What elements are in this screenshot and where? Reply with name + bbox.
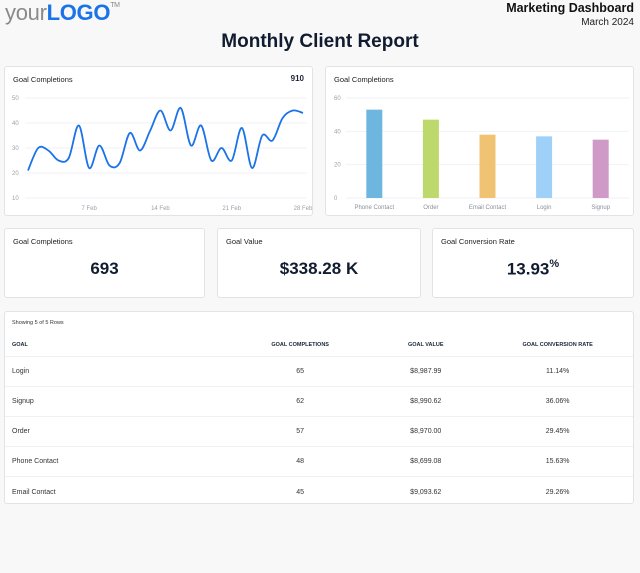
kpi-label: Goal Conversion Rate <box>441 237 515 246</box>
report-period: March 2024 <box>581 17 634 28</box>
value-cell: $8,970.00 <box>369 415 483 447</box>
goal-cell: Email Contact <box>5 476 232 507</box>
rate-cell: 15.63% <box>482 446 633 477</box>
goal-cell: Signup <box>5 385 232 417</box>
bar <box>592 139 609 198</box>
value-cell: $8,987.99 <box>369 355 483 387</box>
x-tick-label: Phone Contact <box>354 205 394 211</box>
page-title: Monthly Client Report <box>221 31 419 52</box>
line-chart-card: Goal Completions 910 10 20 30 40 50 7 Feb 14 F… <box>4 66 313 216</box>
total-completions: 910 <box>290 74 304 83</box>
y-tick-label: 30 <box>12 146 19 152</box>
completions-cell: 48 <box>231 446 370 477</box>
table-row: Signup 62 $8,990.62 36.06% <box>5 385 633 417</box>
col-rate[interactable]: GOAL CONVERSION RATE <box>522 341 593 348</box>
completions-cell: 45 <box>231 476 370 507</box>
col-goal[interactable]: GOAL <box>12 341 28 348</box>
y-tick-label: 50 <box>12 96 19 102</box>
bar <box>479 134 496 198</box>
col-value[interactable]: GOAL VALUE <box>407 341 444 348</box>
series-line <box>27 107 304 171</box>
kpi-value: 13.93% <box>506 258 560 279</box>
goals-table: GOAL GOAL COMPLETIONS GOAL VALUE GOAL CO… <box>5 334 633 507</box>
bar <box>536 136 553 198</box>
card-title: Goal Completions <box>13 75 73 84</box>
kpi-label: Goal Value <box>226 237 263 246</box>
bar-chart: 0 20 40 60 Phone Contact Order Email Contact Lo… <box>334 96 629 211</box>
x-tick-label: 28 Feb <box>294 206 313 212</box>
row-count: Showing 5 of 5 Rows <box>12 320 64 326</box>
logo: yourLOGOTM <box>5 0 120 25</box>
bar <box>422 119 439 198</box>
table-row: Phone Contact 48 $8,699.08 15.63% <box>5 446 633 477</box>
y-tick-label: 40 <box>12 121 19 127</box>
y-tick-label: 20 <box>12 171 19 177</box>
x-tick-label: Login <box>537 205 552 211</box>
y-tick-label: 60 <box>334 96 341 102</box>
kpi-value: 693 <box>90 259 119 278</box>
x-tick-label: 14 Feb <box>151 206 170 212</box>
value-cell: $9,093.62 <box>369 476 483 507</box>
kpi-label: Goal Completions <box>13 237 73 246</box>
bar <box>366 109 383 198</box>
rate-cell: 36.06% <box>482 385 633 417</box>
kpi-value: $338.28 K <box>279 259 359 278</box>
completions-cell: 57 <box>231 415 370 447</box>
goal-cell: Phone Contact <box>5 446 232 477</box>
kpi-goal-value: Goal Value $338.28 K <box>217 228 421 298</box>
kpi-conversion-rate: Goal Conversion Rate 13.93% <box>432 228 634 298</box>
rate-cell: 29.45% <box>482 415 633 447</box>
y-tick-label: 40 <box>334 129 341 135</box>
line-chart: 10 20 30 40 50 7 Feb 14 Feb 21 Feb 28 Feb <box>12 96 313 212</box>
completions-cell: 65 <box>231 355 370 387</box>
goal-cell: Login <box>5 355 232 387</box>
x-tick-label: Email Contact <box>469 205 507 211</box>
table-row: Order 57 $8,970.00 29.45% <box>5 415 633 447</box>
goals-table-card: Showing 5 of 5 Rows GOAL GOAL COMPLETION… <box>4 311 634 507</box>
rate-cell: 29.26% <box>482 476 633 507</box>
y-tick-label: 20 <box>334 163 341 169</box>
y-tick-label: 10 <box>12 196 19 202</box>
rate-cell: 11.14% <box>482 355 633 387</box>
col-completions[interactable]: GOAL COMPLETIONS <box>271 341 329 348</box>
value-cell: $8,990.62 <box>369 385 483 417</box>
x-tick-label: 21 Feb <box>222 206 241 212</box>
x-tick-label: Signup <box>591 205 610 211</box>
table-row: Email Contact 45 $9,093.62 29.26% <box>5 476 633 507</box>
completions-cell: 62 <box>231 385 370 417</box>
bar-chart-card: Goal Completions 0 20 40 60 Phone Contact Ord… <box>325 66 634 216</box>
table-row: Login 65 $8,987.99 11.14% <box>5 355 633 387</box>
dashboard-title: Marketing Dashboard <box>506 1 634 15</box>
value-cell: $8,699.08 <box>369 446 483 477</box>
y-tick-label: 0 <box>334 196 338 202</box>
x-tick-label: Order <box>423 205 438 211</box>
kpi-goal-completions: Goal Completions 693 <box>4 228 205 298</box>
goal-cell: Order <box>5 415 232 447</box>
card-title: Goal Completions <box>334 75 394 84</box>
x-tick-label: 7 Feb <box>81 206 97 212</box>
